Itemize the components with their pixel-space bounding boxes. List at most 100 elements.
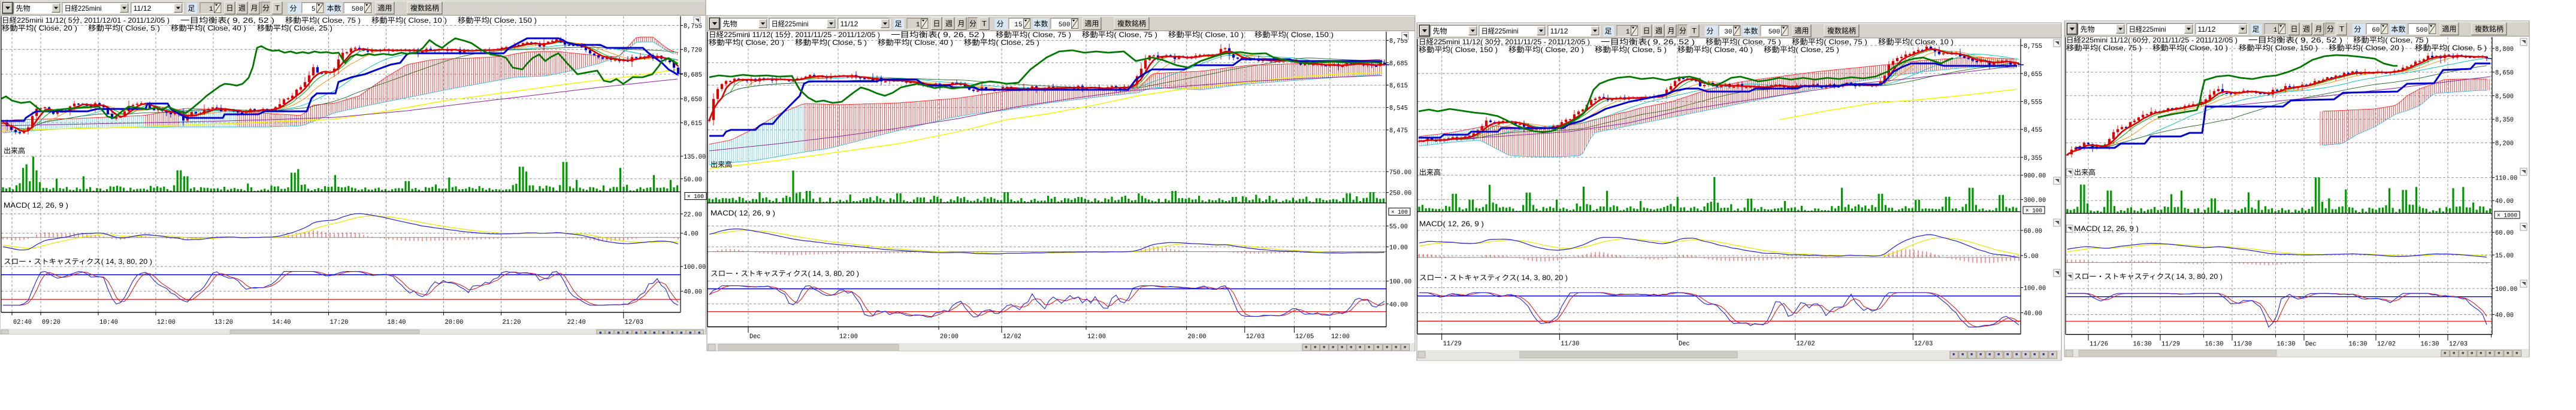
svg-text:100.00: 100.00 xyxy=(2024,286,2046,293)
svg-text:移動平均( Close, 75 ): 移動平均( Close, 75 ) xyxy=(2066,44,2142,52)
svg-text:8,545: 8,545 xyxy=(1389,105,1408,113)
svg-text:移動平均( Close, 20 ): 移動平均( Close, 20 ) xyxy=(2329,44,2404,52)
svg-text:足: 足 xyxy=(895,20,902,28)
svg-text:12/02: 12/02 xyxy=(1003,333,1021,341)
svg-text:30: 30 xyxy=(1724,29,1732,36)
svg-text:16:30: 16:30 xyxy=(2205,341,2224,348)
svg-text:40.00: 40.00 xyxy=(2495,312,2514,320)
svg-text:500: 500 xyxy=(1768,29,1780,36)
svg-text:× 100: × 100 xyxy=(1391,209,1408,216)
svg-text:8,500: 8,500 xyxy=(2495,93,2514,101)
svg-text:55.00: 55.00 xyxy=(1389,224,1408,231)
svg-text:8,755: 8,755 xyxy=(2024,43,2042,50)
svg-text:12/03: 12/03 xyxy=(625,319,643,326)
svg-text:12:00: 12:00 xyxy=(839,333,858,341)
svg-text:8,800: 8,800 xyxy=(2495,46,2514,53)
svg-text:100.00: 100.00 xyxy=(2495,286,2517,293)
svg-text:1: 1 xyxy=(2273,27,2278,34)
svg-text:本数: 本数 xyxy=(1034,19,1048,28)
svg-text:本数: 本数 xyxy=(1744,26,1758,35)
svg-text:出来高: 出来高 xyxy=(710,160,732,169)
svg-text:8,650: 8,650 xyxy=(684,96,702,104)
svg-text:先物: 先物 xyxy=(1433,27,1447,35)
svg-text:× 100: × 100 xyxy=(687,194,704,201)
svg-text:出来高: 出来高 xyxy=(1419,168,1441,177)
svg-text:8,355: 8,355 xyxy=(2024,155,2042,162)
svg-text:8,755: 8,755 xyxy=(1389,38,1408,45)
svg-text:11/30: 11/30 xyxy=(2233,341,2252,348)
svg-text:足: 足 xyxy=(2253,25,2260,34)
svg-text:月: 月 xyxy=(1668,27,1675,35)
svg-text:300.00: 300.00 xyxy=(2024,197,2046,204)
svg-text:Dec: Dec xyxy=(749,333,761,341)
svg-text:足: 足 xyxy=(188,4,195,13)
svg-text:一目均衡表( 9, 26, 52 ): 一目均衡表( 9, 26, 52 ) xyxy=(180,16,274,25)
svg-text:複数銘柄: 複数銘柄 xyxy=(1117,19,1146,28)
svg-text:移動平均( Close, 5 ): 移動平均( Close, 5 ) xyxy=(795,38,867,47)
svg-text:100.00: 100.00 xyxy=(1389,279,1411,286)
svg-text:20:00: 20:00 xyxy=(1188,333,1207,341)
svg-text:移動平均( Close, 150 ): 移動平均( Close, 150 ) xyxy=(1419,45,1498,54)
svg-text:14:40: 14:40 xyxy=(273,319,291,326)
svg-text:60.00: 60.00 xyxy=(2495,230,2514,237)
svg-text:月: 月 xyxy=(958,20,965,28)
svg-text:50.00: 50.00 xyxy=(684,177,702,184)
svg-text:移動平均( Close, 75 ): 移動平均( Close, 75 ) xyxy=(285,16,361,25)
svg-text:500: 500 xyxy=(2416,27,2428,34)
svg-text:12/02: 12/02 xyxy=(2377,341,2396,348)
svg-text:Dec: Dec xyxy=(1679,341,1690,348)
svg-text:12/03: 12/03 xyxy=(1914,341,1933,348)
svg-text:移動平均( Close, 20 ): 移動平均( Close, 20 ) xyxy=(2,24,77,32)
svg-text:Dec: Dec xyxy=(2305,341,2317,348)
svg-text:移動平均( Close, 150 ): 移動平均( Close, 150 ) xyxy=(2239,44,2318,52)
svg-text:100.00: 100.00 xyxy=(684,264,706,271)
svg-text:移動平均( Close, 25 ): 移動平均( Close, 25 ) xyxy=(1764,45,1839,54)
svg-text:20:00: 20:00 xyxy=(940,333,959,341)
svg-text:本数: 本数 xyxy=(327,4,341,13)
svg-text:110.00: 110.00 xyxy=(2495,175,2517,183)
svg-text:月: 月 xyxy=(2315,25,2323,34)
svg-text:日: 日 xyxy=(933,20,941,28)
svg-text:8,455: 8,455 xyxy=(2024,127,2042,134)
svg-text:週: 週 xyxy=(945,20,953,28)
svg-text:8,685: 8,685 xyxy=(684,72,702,79)
svg-text:移動平均( Close, 20 ): 移動平均( Close, 20 ) xyxy=(1508,45,1584,54)
svg-text:スロー・ストキャスティクス( 14, 3, 80, 20 ): スロー・ストキャスティクス( 14, 3, 80, 20 ) xyxy=(4,257,152,266)
svg-text:足: 足 xyxy=(1605,27,1612,35)
svg-text:12/05: 12/05 xyxy=(1295,333,1314,341)
svg-text:8,720: 8,720 xyxy=(684,47,702,54)
svg-text:11/29: 11/29 xyxy=(1443,341,1462,348)
svg-text:適用: 適用 xyxy=(2442,25,2457,34)
svg-text:40.00: 40.00 xyxy=(2024,311,2042,318)
svg-text:09:20: 09:20 xyxy=(42,319,61,326)
svg-text:13:20: 13:20 xyxy=(214,319,233,326)
svg-text:8,475: 8,475 xyxy=(1389,127,1408,135)
svg-text:11/30: 11/30 xyxy=(1561,341,1579,348)
svg-text:T: T xyxy=(1692,27,1697,35)
svg-text:月: 月 xyxy=(251,4,258,13)
svg-text:日: 日 xyxy=(1643,27,1650,35)
svg-text:16:30: 16:30 xyxy=(2349,341,2368,348)
svg-text:移動平均( Close, 10 ): 移動平均( Close, 10 ) xyxy=(1878,38,1954,46)
svg-text:日経225mini: 日経225mini xyxy=(65,4,102,13)
svg-text:移動平均( Close, 75 ): 移動平均( Close, 75 ) xyxy=(2353,36,2429,44)
svg-text:移動平均( Close, 20 ): 移動平均( Close, 20 ) xyxy=(709,38,784,47)
svg-text:8,650: 8,650 xyxy=(2495,69,2514,77)
svg-text:週: 週 xyxy=(2303,25,2310,34)
svg-text:02:40: 02:40 xyxy=(13,319,32,326)
svg-text:複数銘柄: 複数銘柄 xyxy=(2475,25,2504,34)
svg-text:500: 500 xyxy=(352,6,364,13)
svg-text:8,555: 8,555 xyxy=(2024,99,2042,107)
svg-text:分: 分 xyxy=(1707,27,1714,35)
svg-text:分: 分 xyxy=(290,4,297,13)
svg-text:出来高: 出来高 xyxy=(4,146,25,155)
svg-text:16:30: 16:30 xyxy=(2133,341,2152,348)
svg-text:T: T xyxy=(2339,25,2345,34)
svg-text:750.00: 750.00 xyxy=(1389,169,1411,177)
svg-text:先物: 先物 xyxy=(2081,25,2095,34)
svg-text:40.00: 40.00 xyxy=(2495,198,2514,205)
svg-text:本数: 本数 xyxy=(2391,25,2406,34)
svg-text:移動平均( Close, 10 ): 移動平均( Close, 10 ) xyxy=(1168,31,1244,39)
svg-text:適用: 適用 xyxy=(378,4,392,13)
svg-text:出来高: 出来高 xyxy=(2074,168,2096,177)
